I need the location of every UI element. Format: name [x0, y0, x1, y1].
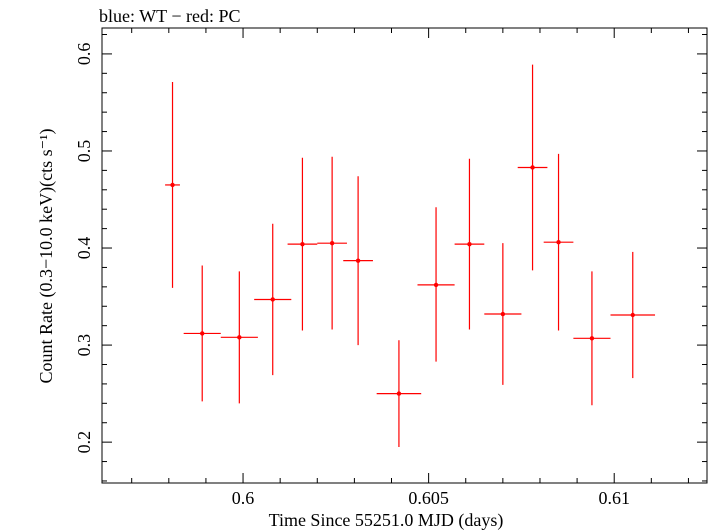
data-marker — [500, 311, 506, 317]
data-marker — [355, 258, 361, 263]
data-marker — [270, 297, 275, 302]
plot-frame — [101, 27, 708, 484]
data-point — [287, 157, 318, 331]
data-point — [376, 340, 422, 447]
data-marker — [556, 240, 561, 245]
data-marker — [237, 335, 242, 340]
data-point — [343, 176, 373, 346]
data-marker — [396, 391, 402, 396]
data-point — [484, 243, 522, 385]
y-tick-label: 0.4 — [74, 237, 94, 260]
y-axis: 0.2 0.3 0.4 0.5 0.6 — [74, 34, 707, 482]
data-point — [573, 271, 611, 406]
y-tick-label: 0.6 — [74, 43, 94, 65]
data-marker — [433, 282, 439, 288]
x-tick-label: 0.6 — [232, 488, 255, 508]
data-point — [517, 64, 548, 271]
chart-title: blue: WT − red: PC — [99, 6, 240, 26]
x-axis-label: Time Since 55251.0 MJD (days) — [269, 510, 504, 531]
y-tick-label: 0.2 — [74, 431, 94, 454]
data-point — [610, 251, 656, 379]
data-marker — [467, 241, 472, 247]
data-point — [317, 156, 347, 330]
data-marker — [530, 165, 535, 170]
x-tick-label: 0.605 — [408, 488, 449, 508]
data-point — [220, 271, 258, 404]
data-marker — [630, 312, 635, 318]
data-point — [543, 153, 574, 331]
x-axis: 0.6 0.605 0.61 — [131, 28, 689, 508]
data-marker — [329, 240, 335, 246]
y-tick-label: 0.3 — [74, 334, 94, 357]
data-point — [454, 158, 485, 330]
y-axis-label: Count Rate (0.3−10.0 keV)(cts s⁻¹) — [36, 128, 57, 383]
data-marker — [300, 241, 305, 247]
data-series — [165, 64, 656, 447]
x-tick-label: 0.61 — [598, 488, 630, 508]
data-marker — [200, 331, 205, 336]
data-marker — [170, 182, 175, 188]
data-point — [183, 265, 221, 402]
data-point — [165, 82, 180, 288]
y-tick-label: 0.5 — [74, 140, 94, 163]
data-point — [417, 207, 455, 362]
data-marker — [589, 336, 595, 341]
data-point — [254, 223, 292, 376]
